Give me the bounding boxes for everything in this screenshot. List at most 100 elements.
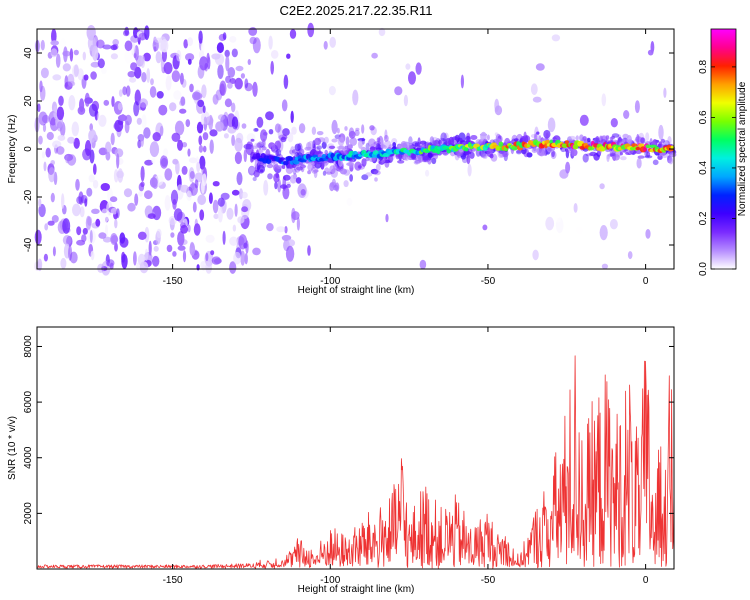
spectrogram-cell bbox=[88, 129, 97, 143]
spectrogram-cell bbox=[77, 106, 86, 115]
spectrogram-cell bbox=[155, 51, 162, 64]
spectrogram-cell bbox=[113, 169, 119, 183]
spectrogram-cell bbox=[144, 25, 150, 40]
spectrogram-cell bbox=[225, 75, 231, 84]
spectrogram-cell bbox=[149, 86, 157, 98]
spectrogram-cell bbox=[352, 89, 359, 106]
spectrogram-cell bbox=[281, 164, 286, 169]
spectrogram-y-tick-label: 0 bbox=[23, 146, 34, 152]
spectrogram-cell bbox=[130, 62, 138, 71]
colorbar-tick-label: 0.0 bbox=[698, 262, 709, 276]
spectrogram-cell bbox=[50, 192, 55, 203]
spectrogram-cell bbox=[312, 169, 319, 173]
spectrogram-cell bbox=[87, 35, 96, 52]
spectrogram-cell bbox=[98, 232, 107, 239]
spectrogram-ridge bbox=[251, 139, 675, 166]
spectrogram-cell bbox=[124, 40, 133, 52]
spectrogram-cell bbox=[275, 149, 279, 157]
spectrogram-y-tick-label: 20 bbox=[23, 95, 34, 107]
spectrogram-y-ticks: -40 -20 0 20 40 bbox=[23, 47, 674, 252]
spectrogram-cell bbox=[234, 151, 242, 165]
spectrogram-cell bbox=[545, 132, 549, 139]
spectrogram-cell bbox=[411, 141, 420, 147]
spectrogram-cell bbox=[290, 110, 294, 123]
spectrogram-cell bbox=[234, 77, 243, 90]
spectrogram-cell bbox=[252, 81, 258, 97]
spectrogram-cell bbox=[93, 163, 97, 175]
spectrogram-cell bbox=[419, 259, 427, 270]
spectrogram-y-tick-label: -40 bbox=[23, 237, 34, 252]
spectrogram-cell bbox=[202, 145, 207, 153]
spectrogram-cell bbox=[205, 252, 209, 262]
spectrogram-cell bbox=[134, 193, 139, 206]
spectrogram-cell bbox=[163, 62, 173, 75]
spectrogram-cell bbox=[355, 127, 360, 131]
spectrogram-cell bbox=[136, 262, 140, 271]
spectrogram-cell bbox=[219, 80, 227, 96]
spectrogram-cell bbox=[667, 136, 672, 145]
spectrogram-cell bbox=[657, 155, 663, 160]
spectrogram-cell bbox=[146, 68, 151, 83]
spectrogram-blobs bbox=[34, 22, 677, 276]
spectrogram-cell bbox=[535, 63, 545, 71]
spectrogram-cell bbox=[336, 145, 345, 150]
spectrogram-cell bbox=[231, 134, 236, 147]
spectrogram-cell bbox=[170, 232, 175, 238]
spectrogram-cell bbox=[40, 39, 45, 51]
spectrogram-cell bbox=[516, 149, 522, 154]
spectrogram-cell bbox=[311, 126, 317, 135]
spectrogram-cell bbox=[41, 114, 50, 124]
spectrogram-cell bbox=[229, 236, 239, 246]
spectrogram-cell bbox=[165, 75, 172, 91]
spectrogram-x-tick-label: -150 bbox=[163, 276, 183, 287]
spectrogram-cell bbox=[192, 91, 201, 101]
spectrogram-cell bbox=[172, 198, 177, 210]
spectrogram-cell bbox=[432, 152, 439, 160]
spectrogram-cell bbox=[198, 135, 203, 146]
spectrogram-cell bbox=[96, 39, 105, 49]
spectrogram-cell bbox=[87, 216, 93, 226]
spectrogram-cell bbox=[80, 195, 88, 204]
spectrogram-cell bbox=[285, 245, 295, 262]
snr-y-tick-label: 2000 bbox=[23, 502, 34, 525]
spectrogram-cell bbox=[573, 203, 578, 213]
spectrogram-ridge-cell bbox=[511, 145, 519, 151]
spectrogram-cell bbox=[85, 215, 92, 231]
spectrogram-cell bbox=[263, 131, 268, 136]
spectrogram-cell bbox=[296, 217, 300, 231]
spectrogram-cell bbox=[231, 189, 240, 196]
spectrogram-cell bbox=[361, 158, 367, 167]
spectrogram-cell bbox=[61, 193, 65, 209]
spectrogram-cell bbox=[294, 143, 301, 151]
spectrogram-cell bbox=[647, 49, 654, 56]
spectrogram-cell bbox=[582, 136, 587, 141]
colorbar: 0.0 0.2 0.4 0.6 0.8 Normalized spectral ampl… bbox=[698, 28, 748, 276]
spectrogram-cell bbox=[408, 136, 413, 145]
spectrogram-cell bbox=[334, 182, 340, 192]
spectrogram-y-label: Frequency (Hz) bbox=[7, 115, 18, 184]
spectrogram-cell bbox=[84, 92, 90, 107]
spectrogram-cell bbox=[138, 190, 143, 197]
spectrogram-cell bbox=[498, 150, 507, 158]
spectrogram-cell bbox=[274, 123, 281, 133]
spectrogram-cell bbox=[55, 53, 61, 68]
spectrogram-cell bbox=[52, 140, 62, 149]
spectrogram-cell bbox=[69, 48, 74, 62]
spectrogram-cell bbox=[119, 232, 126, 244]
spectrogram-cell bbox=[575, 135, 579, 141]
spectrogram-cell bbox=[637, 155, 645, 159]
spectrogram-cell bbox=[75, 178, 80, 191]
spectrogram-cell bbox=[270, 50, 279, 59]
spectrogram-ridge-cell bbox=[463, 147, 469, 152]
spectrogram-cell bbox=[307, 141, 315, 149]
spectrogram-cell bbox=[149, 177, 158, 188]
spectrogram-cell bbox=[395, 153, 400, 160]
spectrogram-cell bbox=[180, 184, 189, 193]
spectrogram-cell bbox=[328, 85, 336, 96]
spectrogram-cell bbox=[284, 226, 288, 234]
spectrogram-cell bbox=[231, 48, 238, 58]
spectrogram-cell bbox=[606, 154, 610, 163]
spectrogram-cell bbox=[227, 126, 237, 134]
spectrogram-cell bbox=[199, 56, 209, 71]
